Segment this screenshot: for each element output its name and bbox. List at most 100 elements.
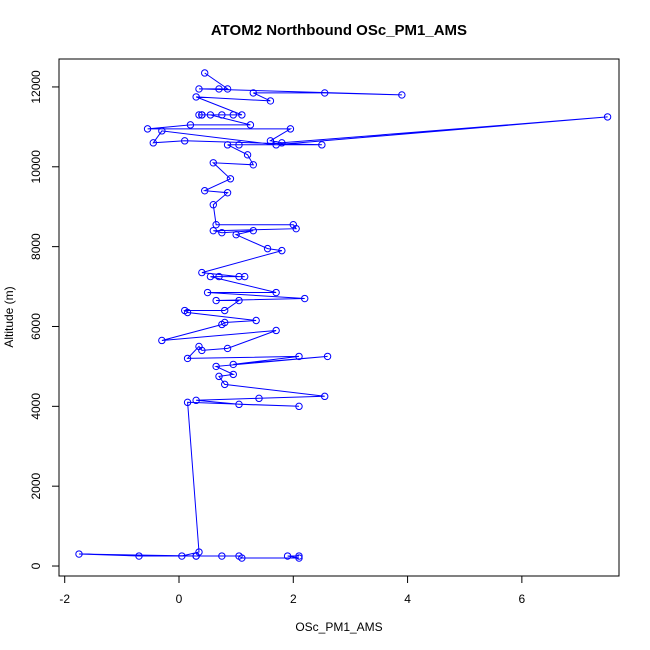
y-tick-label: 12000 <box>29 70 43 104</box>
data-point <box>212 362 220 371</box>
data-point <box>278 246 286 255</box>
y-tick-label: 0 <box>29 562 43 569</box>
data-point <box>321 392 329 401</box>
y-tick-label: 6000 <box>29 313 43 340</box>
y-tick-label: 8000 <box>29 233 43 260</box>
data-point <box>229 111 237 119</box>
data-point <box>209 226 217 235</box>
series-points <box>75 69 612 562</box>
data-point <box>221 380 229 389</box>
data-point <box>195 85 203 93</box>
data-point <box>226 175 235 183</box>
data-point <box>292 224 300 233</box>
data-point <box>266 97 275 105</box>
plot-frame <box>58 58 620 577</box>
x-tick-label: 6 <box>519 592 526 606</box>
data-point <box>266 137 275 145</box>
data-point <box>241 272 249 281</box>
data-point <box>235 141 243 149</box>
data-point <box>192 93 200 101</box>
data-point <box>235 272 243 281</box>
data-point <box>178 552 186 560</box>
data-point <box>218 111 226 119</box>
data-point <box>223 85 232 93</box>
data-point <box>223 344 232 353</box>
data-point <box>218 320 226 329</box>
data-point <box>249 161 257 169</box>
data-point <box>218 552 226 560</box>
data-point <box>255 394 263 403</box>
data-point <box>249 89 257 97</box>
data-point <box>272 288 280 297</box>
data-point <box>183 354 192 363</box>
data-point <box>398 91 406 99</box>
data-point <box>75 550 83 558</box>
data-point <box>158 336 166 345</box>
x-axis: -2 0 2 4 6 <box>59 575 526 606</box>
x-tick-label: 2 <box>290 592 297 606</box>
data-point <box>186 121 195 129</box>
data-point <box>238 111 246 119</box>
data-point <box>283 552 292 560</box>
y-tick-label: 4000 <box>29 393 43 420</box>
data-point <box>206 111 215 119</box>
data-point <box>321 89 329 97</box>
data-point <box>295 402 303 411</box>
data-point <box>198 111 206 119</box>
data-point <box>212 220 220 229</box>
data-point <box>149 139 157 147</box>
data-point <box>195 342 203 351</box>
x-tick-label: -2 <box>59 592 70 606</box>
data-point <box>201 187 209 195</box>
data-point <box>192 552 200 560</box>
data-point <box>195 111 203 119</box>
data-point <box>323 352 332 361</box>
data-point <box>209 159 217 167</box>
data-point <box>212 296 220 305</box>
data-point <box>223 141 232 149</box>
y-tick-label: 2000 <box>29 473 43 500</box>
data-point <box>246 121 255 129</box>
data-point <box>272 141 280 149</box>
data-point <box>183 398 192 407</box>
data-point <box>243 151 252 159</box>
data-point <box>215 272 223 281</box>
data-point <box>201 69 209 77</box>
data-point <box>263 244 272 253</box>
x-tick-label: 4 <box>404 592 411 606</box>
series-line <box>78 72 608 559</box>
data-point <box>203 288 212 297</box>
series-lines <box>78 72 608 559</box>
data-point <box>181 137 189 145</box>
data-point <box>215 85 223 93</box>
data-point <box>318 141 326 149</box>
data-point <box>249 226 257 235</box>
data-point <box>232 230 240 239</box>
data-point <box>198 268 206 277</box>
data-point <box>235 400 243 409</box>
data-point <box>192 396 200 405</box>
data-point <box>301 294 309 303</box>
data-point <box>135 552 143 560</box>
data-point <box>206 272 215 281</box>
data-point <box>603 113 612 121</box>
data-point <box>286 125 295 133</box>
data-point <box>229 370 237 379</box>
data-point <box>238 554 246 562</box>
data-point <box>209 201 217 209</box>
x-axis-label: OSc_PM1_AMS <box>295 620 382 634</box>
data-point <box>295 352 303 361</box>
data-point <box>183 308 192 317</box>
data-point <box>272 326 280 335</box>
y-axis-label: Altitude (m) <box>2 286 16 347</box>
y-axis: 0 2000 4000 6000 8000 10000 12000 <box>29 70 60 569</box>
data-point <box>295 554 303 562</box>
data-point <box>295 552 303 560</box>
data-point <box>223 189 232 197</box>
x-tick-label: 0 <box>176 592 183 606</box>
data-point <box>143 125 152 133</box>
data-point <box>215 372 223 381</box>
data-point <box>158 127 166 135</box>
data-point <box>235 296 243 305</box>
